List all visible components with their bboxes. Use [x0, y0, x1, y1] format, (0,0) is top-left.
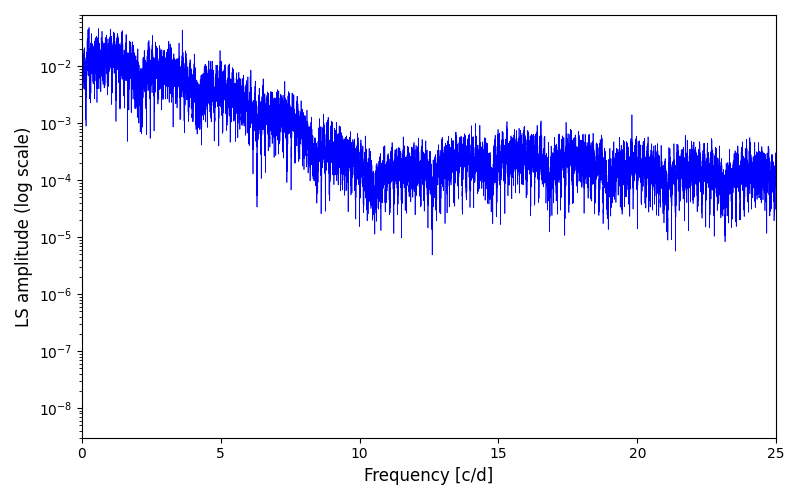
Y-axis label: LS amplitude (log scale): LS amplitude (log scale)	[15, 126, 33, 326]
X-axis label: Frequency [c/d]: Frequency [c/d]	[364, 467, 494, 485]
